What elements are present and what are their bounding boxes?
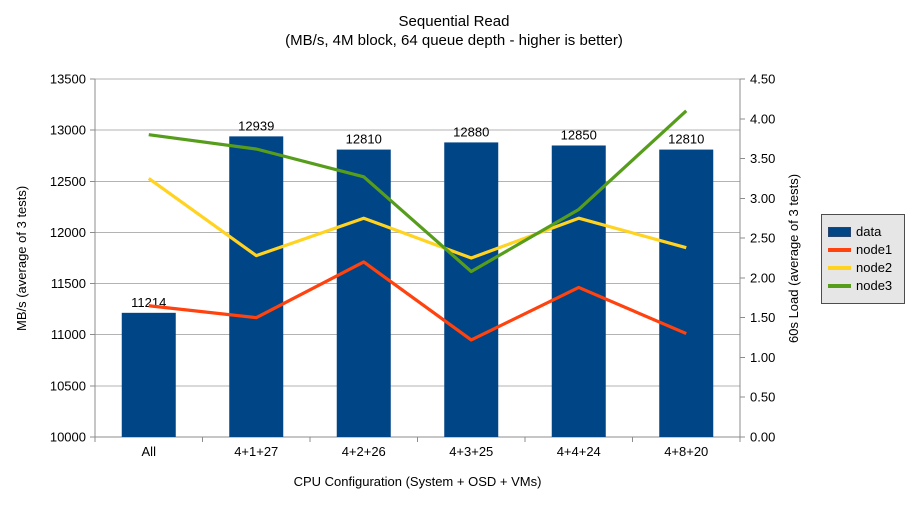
right-axis-tick-label: 0.50 [750, 390, 775, 405]
line-series-node2 [147, 177, 687, 260]
legend-label-node3: node3 [856, 278, 893, 293]
right-axis-tick-label: 4.00 [750, 111, 775, 126]
category-label: 4+4+24 [557, 444, 601, 459]
legend-item-node1: node1 [828, 241, 898, 259]
left-axis-tick-label: 10000 [50, 430, 86, 445]
left-axis-tick-label: 13500 [50, 72, 86, 87]
line-series-node3 [148, 109, 688, 274]
bar-All [121, 312, 176, 437]
bar-value-label: 12850 [561, 127, 597, 142]
legend-item-data: data [828, 223, 898, 241]
axes [90, 78, 745, 442]
bar-value-label: 12810 [346, 132, 382, 147]
legend-label-node2: node2 [856, 260, 893, 275]
right-axis-tick-label: 1.00 [750, 350, 775, 365]
category-label: 4+2+26 [342, 444, 386, 459]
right-axis-tick-label: 2.50 [750, 231, 775, 246]
legend-item-node2: node2 [828, 259, 898, 277]
bar-4+2+26 [336, 149, 391, 437]
left-axis-tick-label: 13000 [50, 123, 86, 138]
left-axis-tick-label: 11500 [51, 276, 86, 291]
x-axis-title: CPU Configuration (System + OSD + VMs) [293, 474, 542, 489]
right-axis-title: 60s Load (average of 3 tests) [786, 173, 801, 343]
right-axis-tick-label: 4.50 [750, 72, 775, 87]
line-series-node1 [148, 260, 687, 342]
left-axis-tick-label: 12000 [50, 225, 86, 240]
legend-item-node3: node3 [828, 277, 898, 295]
bar-4+3+25 [444, 142, 499, 437]
legend-label-node1: node1 [856, 242, 893, 257]
bar-value-label: 12939 [238, 118, 274, 133]
chart-subtitle: (MB/s, 4M block, 64 queue depth - higher… [285, 32, 623, 49]
right-axis-tick-label: 2.00 [750, 270, 775, 285]
legend-bar-swatch [828, 227, 851, 237]
bar-4+8+20 [659, 149, 714, 437]
left-axis-tick-label: 11000 [51, 327, 86, 342]
chart-title: Sequential Read [398, 13, 510, 30]
bar-series-data [121, 136, 714, 438]
legend-line-swatch [828, 248, 851, 252]
legend-line-swatch [828, 266, 851, 270]
right-axis-tick-label: 3.00 [750, 191, 775, 206]
left-axis-tick-label: 12500 [50, 174, 86, 189]
bar-value-label: 12810 [668, 132, 704, 147]
legend-label-data: data [856, 224, 882, 239]
right-axis-tick-label: 1.50 [750, 310, 775, 325]
bar-4+1+27 [229, 136, 284, 438]
bar-value-label: 12880 [453, 124, 489, 139]
right-axis-tick-label: 3.50 [750, 151, 775, 166]
right-axis-tick-label: 0.00 [750, 430, 775, 445]
legend-line-swatch [828, 284, 851, 288]
category-label: 4+3+25 [449, 444, 493, 459]
category-label: All [142, 444, 157, 459]
gridlines [95, 78, 740, 438]
bar-4+4+24 [551, 145, 606, 437]
left-axis-tick-label: 10500 [50, 378, 86, 393]
category-label: 4+8+20 [664, 444, 708, 459]
left-axis-title: MB/s (average of 3 tests) [14, 185, 29, 331]
legend: data node1 node2 node3 [821, 214, 905, 304]
category-label: 4+1+27 [234, 444, 278, 459]
